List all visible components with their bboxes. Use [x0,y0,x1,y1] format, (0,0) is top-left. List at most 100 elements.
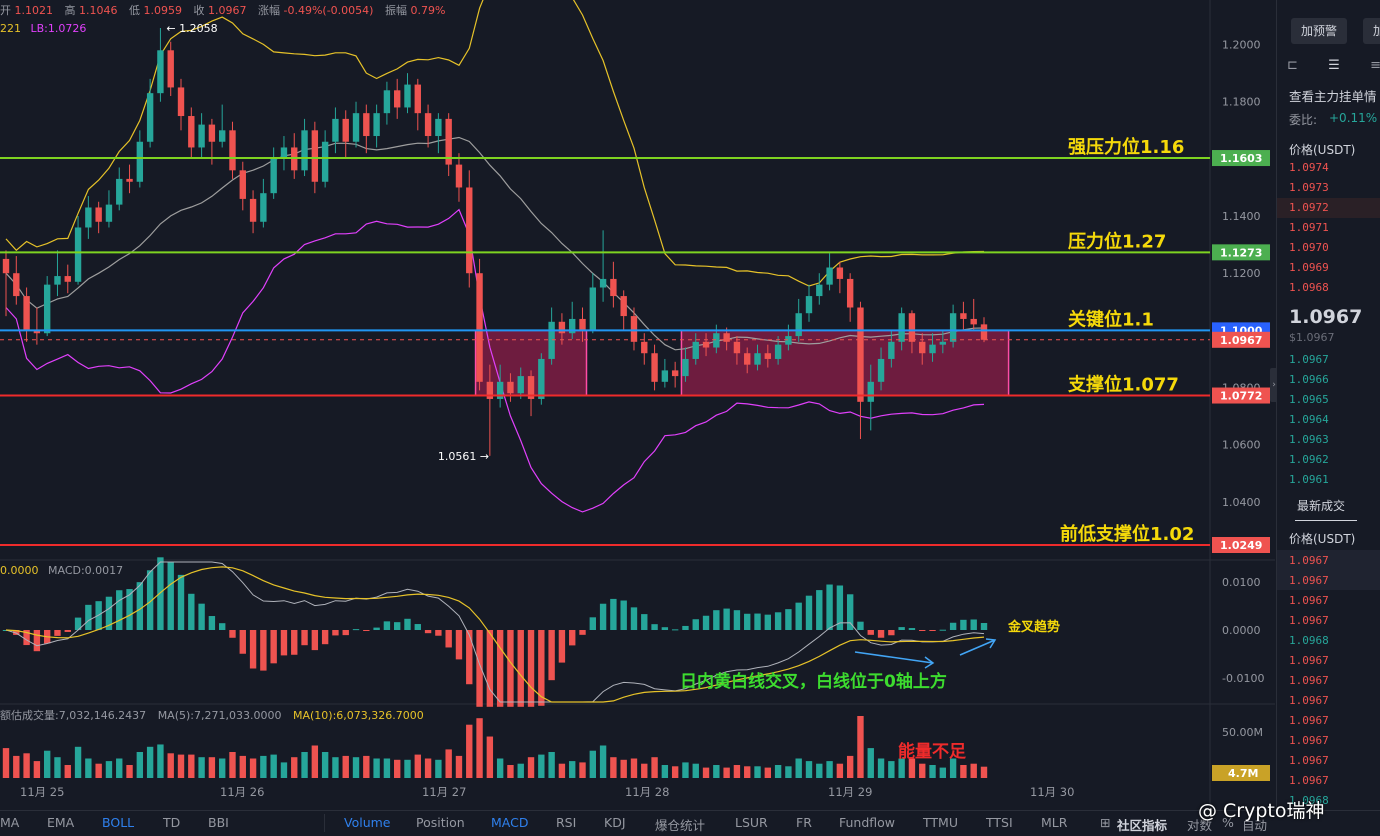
trade-row[interactable]: 1.0967 [1289,754,1329,767]
trade-row[interactable]: 1.0967 [1289,774,1329,787]
trade-row[interactable]: 1.0967 [1289,614,1329,627]
ask-row[interactable]: 1.0974 [1289,161,1329,174]
candle-body [404,84,411,108]
tab-ttsi[interactable]: TTSI [986,815,1013,830]
add-button[interactable]: 加 [1363,18,1380,44]
ask-row[interactable]: 1.0968 [1289,281,1329,294]
tab-mlr[interactable]: MLR [1041,815,1068,830]
macd-histogram-bar [713,610,720,630]
candle-body [260,193,267,222]
trade-row[interactable]: 1.0967 [1289,594,1329,607]
trade-row[interactable]: 1.0967 [1289,574,1329,587]
volume-bar [424,758,432,778]
macd-histogram-bar [74,617,82,630]
add-alert-button[interactable]: 加预警 [1291,18,1348,44]
chart-area[interactable]: 1.20001.18001.16001.14001.12001.08001.06… [0,0,1275,810]
bid-row[interactable]: 1.0965 [1289,393,1329,406]
tab-ema[interactable]: EMA [47,815,75,830]
trade-row[interactable]: 1.0968 [1289,634,1329,647]
macd-histogram-bar [311,630,319,651]
macd-histogram-bar [630,607,638,630]
tab-log[interactable]: 对数 [1187,818,1213,833]
trade-row[interactable]: 1.0967 [1289,674,1329,687]
bid-row[interactable]: 1.0964 [1289,413,1329,426]
candle-body [352,113,360,142]
price-tag [1212,537,1270,553]
volume-bar [116,758,123,778]
tab-liquidation[interactable]: 爆仓统计 [655,818,706,833]
trade-row[interactable]: 1.0968 [1289,794,1329,807]
macd-histogram-bar [229,630,236,638]
macd-histogram-bar [363,630,370,631]
trade-row[interactable]: 1.0967 [1289,554,1329,567]
trade-row[interactable]: 1.0967 [1289,654,1329,667]
tab-rsi[interactable]: RSI [556,815,577,830]
candlestick-chart[interactable]: 1.20001.18001.16001.14001.12001.08001.06… [0,0,1275,810]
macd-histogram-bar [218,623,226,630]
bid-row[interactable]: 1.0966 [1289,373,1329,386]
candle-body [898,313,905,342]
tab-position[interactable]: Position [416,815,465,830]
tab-kdj[interactable]: KDJ [604,815,626,830]
trades-title[interactable]: 最新成交 [1297,499,1346,513]
panel-collapse-handle[interactable]: › [1270,368,1278,402]
candle-body [64,276,71,282]
list-icon[interactable]: ≡ [1370,58,1380,73]
tab-percent[interactable]: % [1222,815,1234,830]
tab-macd[interactable]: MACD [491,815,529,830]
trade-row[interactable]: 1.0967 [1289,734,1329,747]
tab-ma[interactable]: MA [0,815,20,830]
candle-body [877,358,885,382]
tab-community[interactable]: 社区指标 [1117,818,1168,833]
ask-row[interactable]: 1.0969 [1289,261,1329,274]
volume-bar [692,763,699,778]
candle-body [126,178,133,182]
trade-row[interactable]: 1.0967 [1289,714,1329,727]
bid-row[interactable]: 1.0961 [1289,473,1329,486]
macd-histogram-bar [146,570,154,630]
candle-body [33,330,41,334]
candle-body [239,170,246,199]
bid-row[interactable]: 1.0967 [1289,353,1329,366]
ask-row[interactable]: 1.0970 [1289,241,1329,254]
ask-row[interactable]: 1.0973 [1289,181,1329,194]
price-tick-label: 1.1800 [1222,96,1261,109]
macd-histogram-bar [280,630,288,656]
candle-body [198,124,205,148]
volume-bar [538,754,545,778]
ask-row[interactable]: 1.0972 [1289,201,1329,214]
candle-body [218,130,226,142]
macd-histogram-bar [898,627,905,630]
tab-volume[interactable]: Volume [344,815,391,830]
tab-boll[interactable]: BOLL [102,815,135,830]
tab-td[interactable]: TD [163,815,181,830]
macd-histogram-bar [836,585,844,630]
macd-histogram-bar [105,596,113,630]
level-label: 关键位1.1 [1068,308,1154,330]
trade-row[interactable]: 1.0967 [1289,694,1329,707]
bid-row[interactable]: 1.0963 [1289,433,1329,446]
candle-body [929,344,936,354]
volume-legend: 额估成交量:7,032,146.2437 MA(5):7,271,033.000… [0,707,424,723]
bid-row[interactable]: 1.0962 [1289,453,1329,466]
community-icon[interactable]: ⊞ [1100,815,1111,830]
depth-title[interactable]: 查看主力挂单情 [1289,89,1377,104]
macd-histogram-bar [857,621,864,630]
macd-histogram-bar [455,630,463,660]
candle-body [630,316,638,342]
tab-auto[interactable]: 自动 [1242,818,1268,833]
tab-fundflow[interactable]: Fundflow [839,815,896,830]
bid-ask-icon[interactable]: ☰ [1328,58,1340,73]
macd-histogram-bar [383,621,391,630]
layout-icon[interactable]: ⊏ [1287,58,1298,73]
amp-value: 0.79% [410,4,446,17]
ask-row[interactable]: 1.0971 [1289,221,1329,234]
price-tag-label: 1.0772 [1220,390,1262,403]
macd-histogram-bar [64,630,71,632]
tab-fr[interactable]: FR [796,815,812,830]
tab-bbi[interactable]: BBI [208,815,229,830]
candle-body [867,381,874,402]
vol-ma10: MA(10):6,073,326.7000 [292,709,424,722]
tab-ttmu[interactable]: TTMU [923,815,958,830]
tab-lsur[interactable]: LSUR [735,815,768,830]
